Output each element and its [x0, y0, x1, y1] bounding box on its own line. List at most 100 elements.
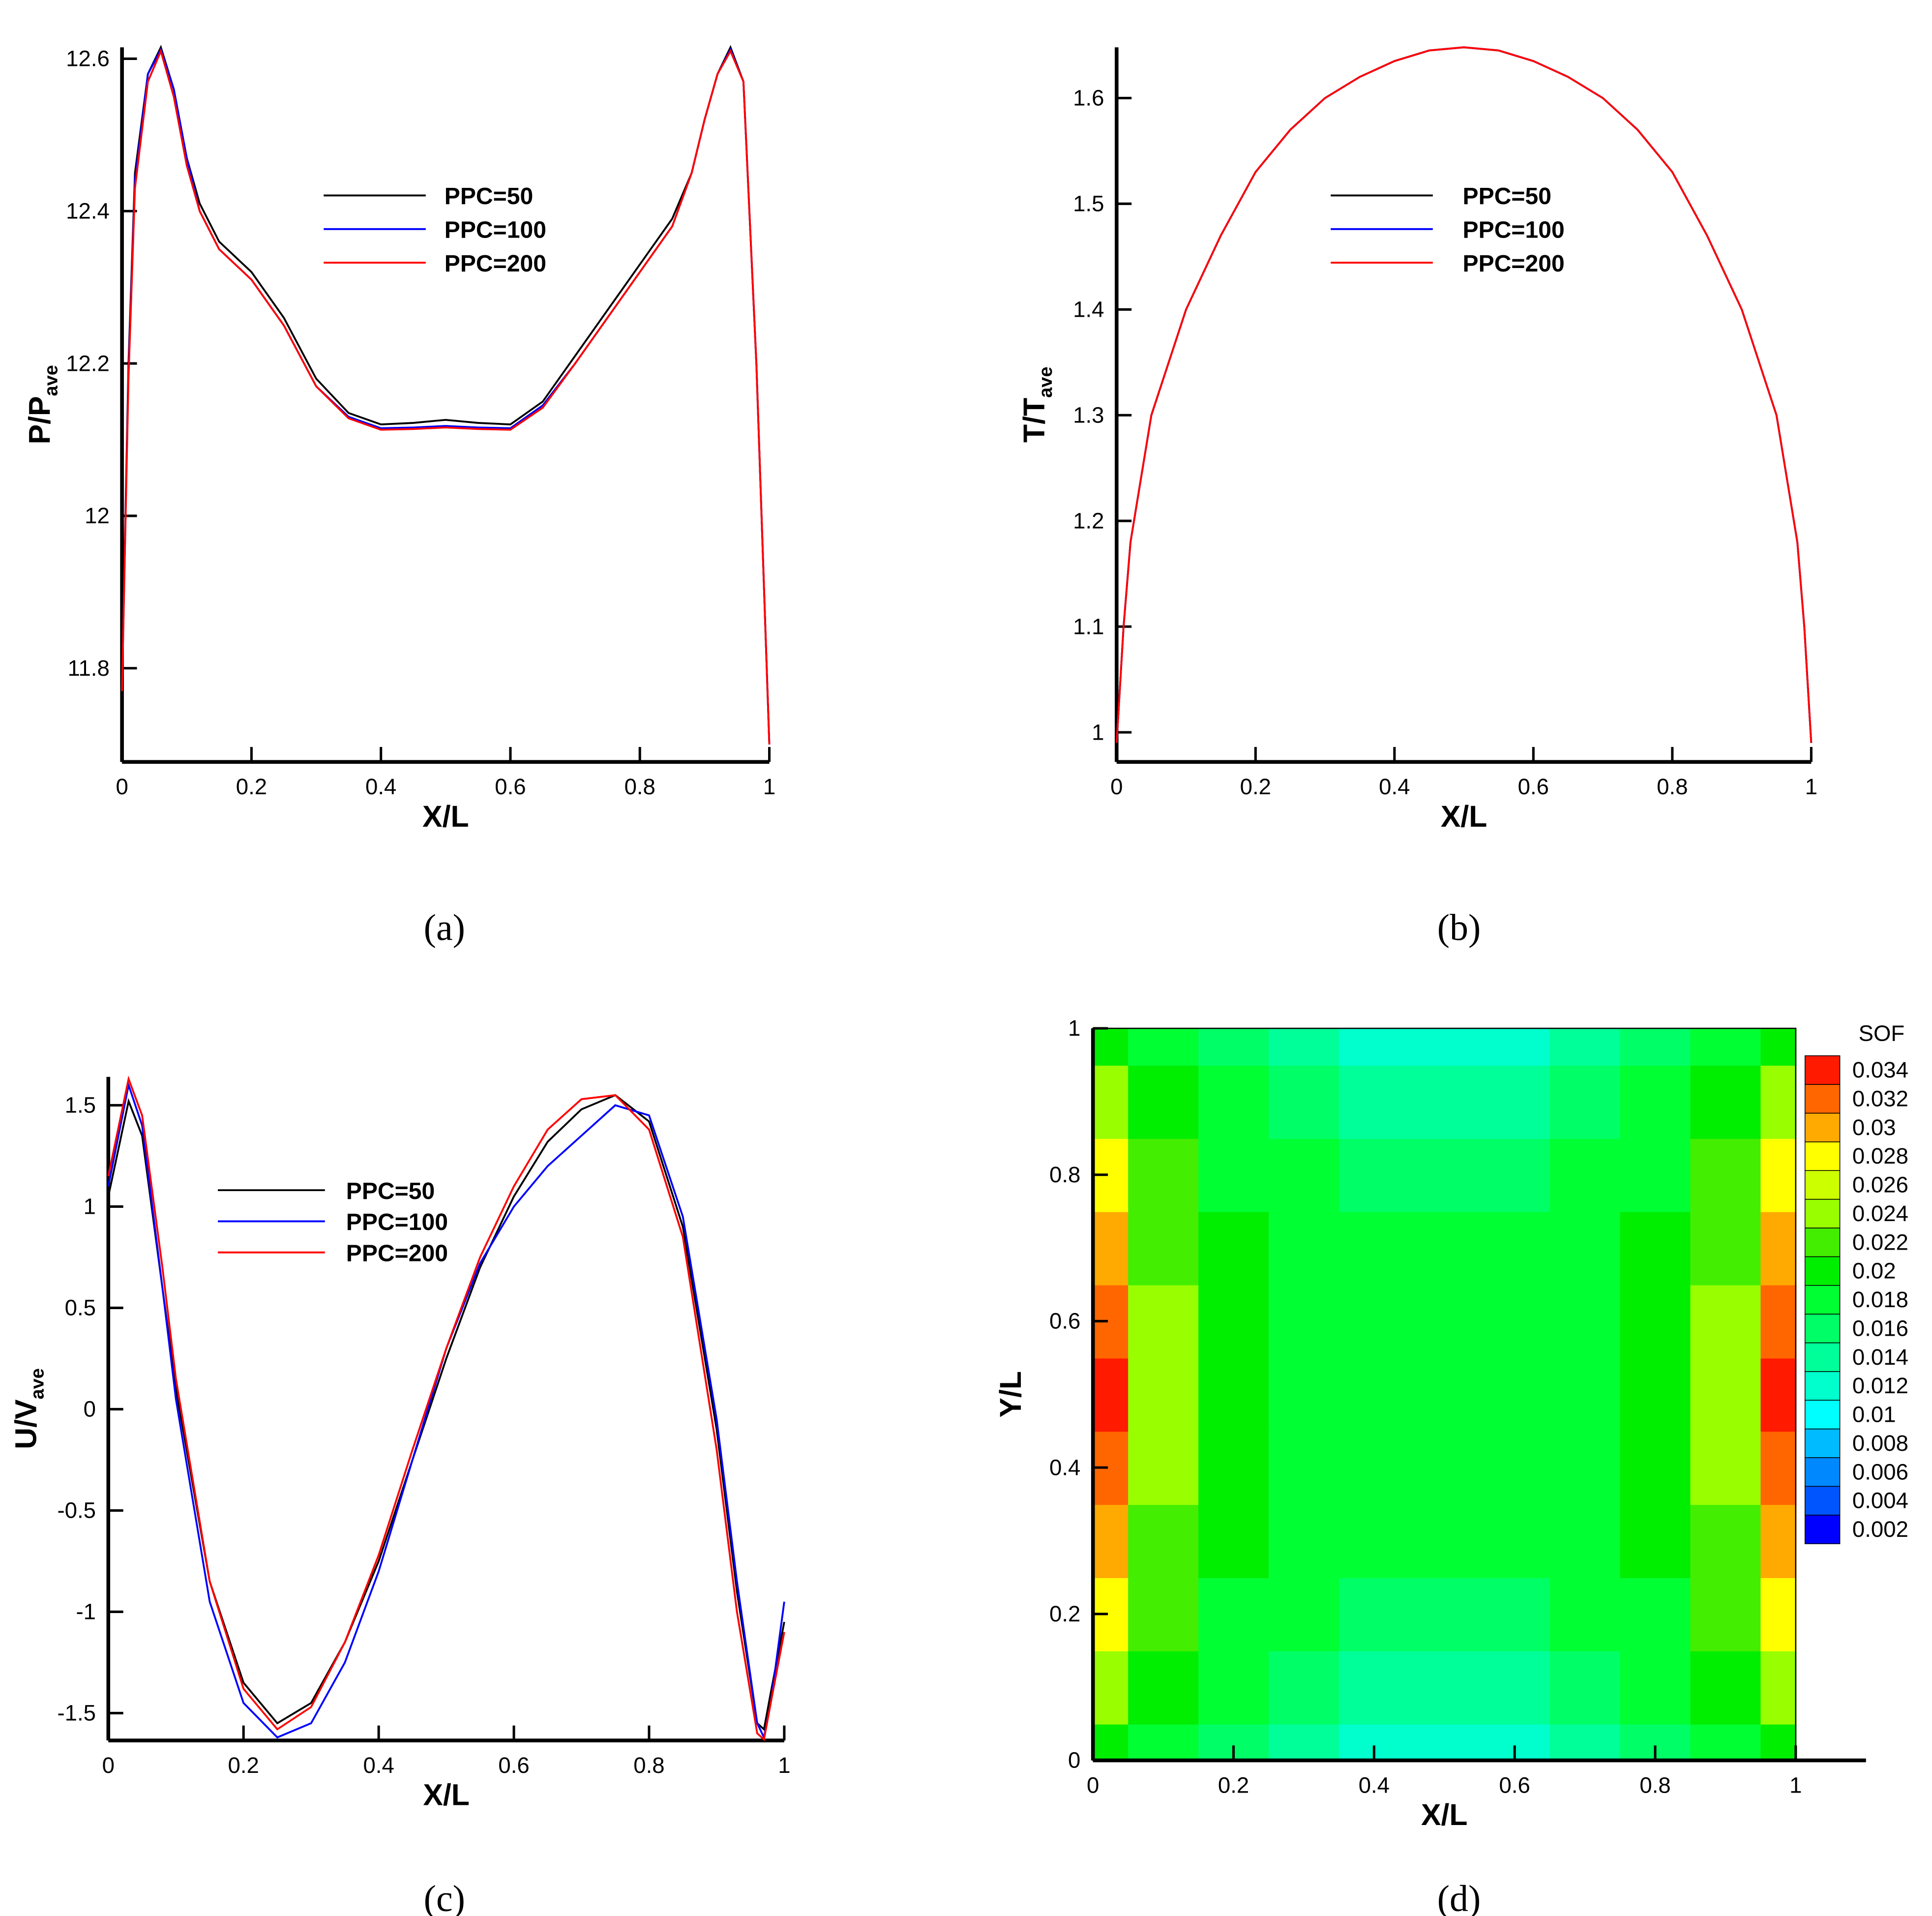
- contour-cell: [1198, 1577, 1270, 1651]
- y-tick-label: 1.2: [1073, 508, 1104, 533]
- contour-cell: [1690, 1357, 1761, 1432]
- contour-cell: [1093, 1724, 1129, 1762]
- contour-cell: [1409, 1577, 1481, 1651]
- contour-cell: [1620, 1431, 1692, 1505]
- contour-cell: [1760, 1504, 1797, 1578]
- contour-cell: [1690, 1577, 1761, 1651]
- colorbar-swatch: [1804, 1141, 1841, 1171]
- y-axis-label-sub: ave: [1036, 367, 1056, 398]
- colorbar-label: 0.032: [1852, 1086, 1908, 1111]
- colorbar-swatch: [1804, 1285, 1841, 1315]
- contour-cell: [1409, 1724, 1481, 1762]
- legend-label: PPC=100: [1463, 217, 1565, 243]
- y-tick-label: 0.4: [1049, 1455, 1080, 1480]
- panel: -1.5 -1 -0.5 0 0.5 1 1.5 0 0.2 0.4 0.6 0.8 1 X/L U/Vav…: [9, 1076, 791, 1916]
- contour-cell: [1479, 1211, 1551, 1286]
- contour-cell: [1128, 1431, 1199, 1505]
- contour-cell: [1479, 1285, 1551, 1359]
- contour-cell: [1690, 1065, 1761, 1139]
- contour-cell: [1409, 1357, 1481, 1432]
- x-tick-label: 1: [763, 774, 775, 799]
- y-tick-label: 12.6: [66, 46, 110, 71]
- y-tick-label: 0: [84, 1397, 96, 1422]
- contour-cell: [1549, 1285, 1621, 1359]
- y-axis-label-main: U/V: [9, 1399, 42, 1449]
- contour-cell: [1479, 1357, 1551, 1432]
- contour-cell: [1620, 1028, 1692, 1066]
- x-tick-label: 0.4: [1359, 1772, 1390, 1797]
- contour-cell: [1128, 1724, 1199, 1762]
- x-tick-label: 1: [778, 1753, 790, 1778]
- series-line: [1115, 46, 1813, 743]
- x-tick-label: 0.6: [495, 774, 526, 799]
- contour-cell: [1128, 1650, 1199, 1725]
- series-line: [107, 1076, 785, 1741]
- x-tick-label: 1: [1789, 1772, 1802, 1797]
- series-line: [107, 1081, 785, 1740]
- x-tick-label: 0.4: [1379, 774, 1410, 799]
- x-tick-label: 0: [1110, 774, 1123, 799]
- series-line: [121, 47, 771, 745]
- y-tick-label: 1.1: [1073, 614, 1104, 639]
- contour-cell: [1620, 1650, 1692, 1725]
- contour-cell: [1760, 1357, 1797, 1432]
- x-tick-label: 0.2: [236, 774, 267, 799]
- contour-cell: [1269, 1138, 1340, 1212]
- y-tick-label: 1: [84, 1194, 96, 1219]
- caption: (d): [1437, 1878, 1481, 1916]
- contour-cell: [1409, 1211, 1481, 1286]
- contour-cell: [1338, 1285, 1410, 1359]
- contour-cell: [1128, 1065, 1199, 1139]
- legend-label: PPC=200: [445, 250, 546, 277]
- colorbar-swatch: [1804, 1371, 1841, 1401]
- contour-cell: [1620, 1138, 1692, 1212]
- contour-cell: [1269, 1065, 1340, 1139]
- colorbar-label: 0.014: [1852, 1345, 1908, 1370]
- contour-cell: [1479, 1138, 1551, 1212]
- colorbar-title: SOF: [1859, 1020, 1905, 1046]
- colorbar-label: 0.034: [1852, 1057, 1908, 1082]
- colorbar-label: 0.006: [1852, 1459, 1908, 1484]
- legend-label: PPC=50: [1463, 183, 1551, 210]
- colorbar-label: 0.008: [1852, 1431, 1908, 1456]
- panel: SOF 0.002 0.004 0.006 0.008 0.01 0.012 0.014 0.0…: [994, 1016, 1908, 1916]
- x-tick-label: 0.6: [1518, 774, 1549, 799]
- contour-cell: [1269, 1357, 1340, 1432]
- x-tick-label: 1: [1805, 774, 1817, 799]
- contour-cell: [1338, 1357, 1410, 1432]
- contour-cell: [1549, 1211, 1621, 1286]
- contour-cell: [1409, 1650, 1481, 1725]
- caption: (b): [1437, 907, 1481, 948]
- legend-label: PPC=200: [346, 1240, 448, 1266]
- colorbar-swatch: [1804, 1314, 1841, 1344]
- y-tick-label: 0.5: [65, 1295, 96, 1320]
- series-line: [121, 45, 771, 745]
- contour-cell: [1409, 1431, 1481, 1505]
- contour-cell: [1760, 1138, 1797, 1212]
- x-tick-label: 0.8: [1639, 1772, 1670, 1797]
- contour-cell: [1690, 1138, 1761, 1212]
- contour-cell: [1760, 1650, 1797, 1725]
- contour-cell: [1620, 1504, 1692, 1578]
- contour-cell: [1198, 1504, 1270, 1578]
- contour-cell: [1690, 1285, 1761, 1359]
- y-tick-label: -0.5: [57, 1498, 95, 1523]
- contour-cell: [1760, 1431, 1797, 1505]
- y-axis-label-sub: ave: [28, 1368, 48, 1399]
- panel: 11.8 12 12.2 12.4 12.6 0 0.2 0.4 0.6 0.8 1 X/L P/Pav…: [23, 45, 775, 948]
- contour-cell: [1269, 1431, 1340, 1505]
- contour-cell: [1549, 1357, 1621, 1432]
- contour-cell: [1198, 1357, 1270, 1432]
- colorbar-label: 0.016: [1852, 1316, 1908, 1341]
- x-axis-label: X/L: [1421, 1798, 1468, 1831]
- contour-cell: [1690, 1504, 1761, 1578]
- contour-cell: [1549, 1650, 1621, 1725]
- contour-cell: [1690, 1211, 1761, 1286]
- contour-cell: [1409, 1504, 1481, 1578]
- contour-cell: [1128, 1504, 1199, 1578]
- contour-cell: [1690, 1724, 1761, 1762]
- caption: (a): [424, 907, 465, 948]
- contour-cell: [1128, 1138, 1199, 1212]
